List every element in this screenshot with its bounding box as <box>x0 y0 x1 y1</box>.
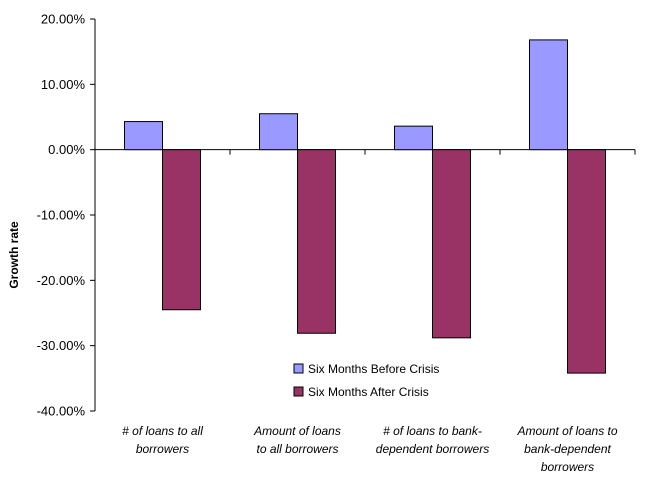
y-tick-label: -40.00% <box>37 404 86 419</box>
category-label: # of loans to all <box>122 424 203 438</box>
category-label: Amount of loans <box>253 424 341 438</box>
category-label: Amount of loans to <box>516 424 617 438</box>
category-label: dependent borrowers <box>376 442 489 456</box>
bar-before-crisis <box>529 39 568 151</box>
bar-before-crisis <box>124 121 163 151</box>
y-tick-label: -30.00% <box>37 338 86 353</box>
y-axis-label: Growth rate <box>7 221 21 289</box>
legend: Six Months Before Crisis Six Months After… <box>293 362 439 399</box>
legend-swatch <box>293 363 304 374</box>
category-label: borrowers <box>541 460 594 474</box>
y-tick-label: -10.00% <box>37 208 86 223</box>
bar-after-crisis <box>297 149 336 334</box>
category-label: bank-dependent <box>524 442 611 456</box>
category-label: to all borrowers <box>256 442 338 456</box>
y-tick-label: -20.00% <box>37 273 86 288</box>
legend-entry: Six Months After Crisis <box>308 385 429 399</box>
y-tick-label: 20.00% <box>41 12 86 27</box>
bar-after-crisis <box>567 149 606 374</box>
legend-entry: Six Months Before Crisis <box>308 362 439 376</box>
bars <box>124 39 606 374</box>
axes: 20.00% 10.00% 0.00% -10.00% -20.00% -30.00% -4… <box>37 12 636 419</box>
legend-swatch <box>293 386 304 397</box>
bar-after-crisis <box>432 149 471 339</box>
category-label: borrowers <box>136 442 189 456</box>
bar-before-crisis <box>394 125 433 151</box>
category-label: # of loans to bank- <box>383 424 482 438</box>
y-tick-label: 0.00% <box>48 142 85 157</box>
bar-after-crisis <box>162 149 201 311</box>
bar-before-crisis <box>259 113 298 151</box>
category-labels: # of loans to all borrowers Amount of loan… <box>122 424 618 474</box>
y-tick-label: 10.00% <box>41 77 86 92</box>
